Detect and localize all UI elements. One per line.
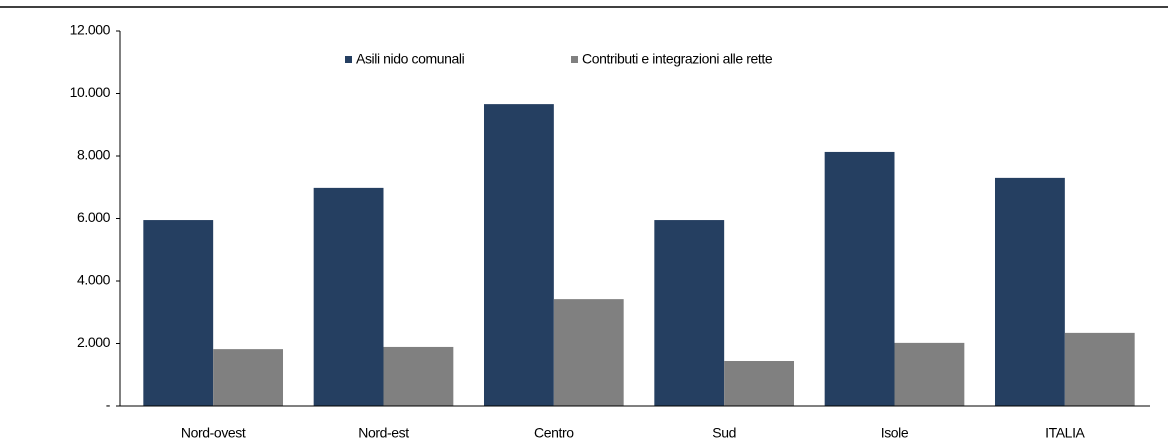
legend-swatch [345, 56, 352, 63]
x-tick-label: ITALIA [1045, 425, 1085, 441]
bar [994, 177, 1065, 406]
y-tick-label: 8.000 [77, 147, 111, 163]
x-tick-label: Sud [712, 425, 736, 441]
bar [724, 361, 795, 406]
bar [143, 220, 214, 406]
bar [824, 151, 895, 406]
legend-label: Asili nido comunali [356, 51, 465, 67]
y-tick-label: 4.000 [77, 272, 111, 288]
x-tick-label: Centro [534, 425, 574, 441]
legend-label: Contributi e integrazioni alle rette [582, 51, 773, 67]
y-tick-label: 12.000 [70, 22, 111, 38]
bar [654, 220, 725, 406]
x-tick-label: Isole [881, 425, 909, 441]
x-tick-label: Nord-ovest [181, 425, 246, 441]
bar [213, 349, 284, 406]
bar [894, 342, 965, 406]
bar [1064, 332, 1135, 406]
y-tick-label: 10.000 [70, 84, 111, 100]
y-tick-label: - [106, 397, 111, 413]
y-tick-label: 6.000 [77, 209, 111, 225]
bar [553, 299, 624, 406]
bar [483, 104, 554, 406]
bar [313, 187, 384, 406]
y-tick-label: 2.000 [77, 334, 111, 350]
bar [383, 346, 454, 406]
x-tick-label: Nord-est [358, 425, 409, 441]
legend-swatch [571, 56, 578, 63]
